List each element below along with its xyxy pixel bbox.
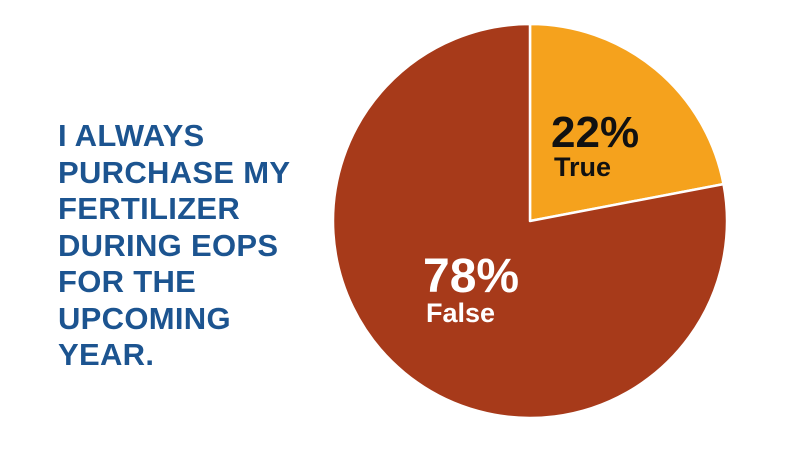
slice-category-label-true: True — [554, 152, 611, 182]
pie-slice-false — [331, 22, 729, 420]
slice-value-label-true: 22% — [551, 108, 639, 157]
title-line: I ALWAYS — [58, 118, 205, 153]
title-line: YEAR. — [58, 337, 155, 372]
slice-category-label-false: False — [426, 298, 495, 328]
title-line: UPCOMING — [58, 300, 231, 336]
chart-title: I ALWAYS PURCHASE MY FERTILIZER DURING E… — [58, 118, 328, 374]
pie-slice-true — [528, 22, 725, 223]
title-line: FERTILIZER — [58, 191, 241, 226]
title-line: PURCHASE MY — [58, 154, 291, 190]
slice-value-label-false: 78% — [423, 250, 519, 303]
title-line: FOR THE — [58, 264, 197, 299]
title-line: DURING EOPS — [58, 227, 279, 263]
